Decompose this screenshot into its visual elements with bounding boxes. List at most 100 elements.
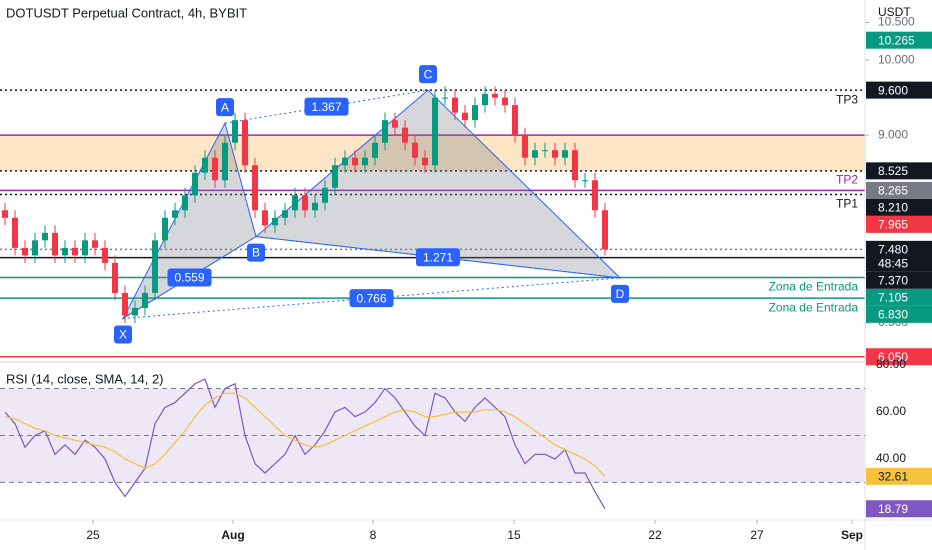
- price-box: [866, 215, 932, 233]
- point-label: C: [424, 67, 433, 81]
- level-label: Zona de Entrada: [769, 300, 859, 314]
- rsi-value-label: 18.79: [878, 502, 908, 516]
- candle-body: [552, 150, 558, 158]
- price-box: [866, 162, 932, 180]
- currency: USDT: [878, 5, 911, 19]
- candle-body: [82, 240, 88, 256]
- rsi-value-box: [866, 467, 932, 485]
- countdown: 48:45: [878, 257, 908, 271]
- point-label: B: [252, 246, 260, 260]
- x-tick-label: 8: [370, 528, 377, 542]
- candle-body: [332, 165, 338, 188]
- rsi-value-label: 32.61: [878, 469, 908, 483]
- ratio-box: [304, 97, 349, 116]
- y-tick-label: 9.000: [878, 127, 908, 141]
- price-box-label: 8.210: [878, 201, 908, 215]
- candle-body: [402, 127, 408, 143]
- y-tick-label: 10.500: [878, 15, 915, 29]
- candle-body: [122, 292, 128, 316]
- candle-body: [572, 150, 578, 181]
- candle-body: [102, 247, 108, 263]
- ratio-label: 0.766: [356, 291, 386, 305]
- candle-body: [562, 150, 568, 158]
- price-box-label: 9.600: [878, 83, 908, 97]
- candle-body: [92, 240, 98, 248]
- x-tick-label: Aug: [221, 528, 244, 542]
- rsi-title: RSI (14, close, SMA, 14, 2): [6, 371, 164, 386]
- ratio-box: [416, 248, 460, 267]
- candle-body: [172, 210, 178, 218]
- price-box: [866, 31, 932, 49]
- candle-body: [272, 217, 278, 226]
- price-box-label: 8.265: [878, 184, 908, 198]
- candle-body: [162, 217, 168, 241]
- point-box: [611, 284, 629, 303]
- ratio-box: [167, 268, 212, 287]
- candle-body: [182, 195, 188, 211]
- candle-body: [52, 232, 58, 256]
- x-tick-label: Sep: [841, 528, 863, 542]
- ratio-box: [349, 289, 394, 308]
- candle-body: [422, 157, 428, 166]
- level-label: TP2: [836, 173, 858, 187]
- rsi-line: [4, 392, 606, 477]
- candle-body: [282, 210, 288, 218]
- candle-body: [192, 172, 198, 196]
- candle-body: [62, 247, 68, 256]
- candle-body: [302, 195, 308, 211]
- candle-body: [242, 120, 248, 166]
- price-box-label: 8.525: [878, 164, 908, 178]
- candle-body: [312, 202, 318, 211]
- ratio-line: [122, 277, 621, 319]
- ratio-label: 0.559: [174, 271, 204, 285]
- price-box-label: 10.265: [878, 33, 915, 47]
- candle-body: [392, 120, 398, 128]
- candle-body: [2, 210, 8, 218]
- candle-body: [522, 135, 528, 158]
- candle-body: [22, 247, 28, 256]
- ratio-label: 1.271: [423, 250, 453, 264]
- x-tick-label: 22: [648, 528, 662, 542]
- candle-body: [462, 112, 468, 121]
- candle-body: [202, 157, 208, 173]
- point-label: X: [119, 328, 127, 342]
- x-tick-label: 15: [507, 528, 521, 542]
- candle-body: [152, 240, 158, 293]
- candle-body: [472, 105, 478, 121]
- rsi-line: [4, 378, 606, 510]
- price-box: [866, 271, 932, 289]
- candle-body: [592, 180, 598, 211]
- rsi-value-box: [866, 500, 932, 518]
- candle-body: [442, 97, 448, 99]
- point-box: [216, 98, 234, 117]
- price-box: [866, 240, 932, 272]
- rsi-tick-label: 40.00: [876, 451, 906, 465]
- price-box: [866, 198, 932, 216]
- candle-body: [222, 142, 228, 181]
- plot-area: TP3 TP2 TP1 Zona de Entrada Zona de Entrada 0…: [0, 65, 865, 358]
- level-label: TP3: [836, 92, 858, 106]
- candle-body: [412, 142, 418, 158]
- candle-body: [582, 180, 588, 182]
- candle-body: [262, 210, 268, 226]
- candle-body: [432, 97, 438, 166]
- price-box: [866, 305, 932, 323]
- ratio-line: [224, 89, 429, 124]
- x-tick-label: 25: [86, 528, 100, 542]
- level-label: Zona de Entrada: [769, 280, 859, 294]
- price-box-label: 7.370: [878, 274, 908, 288]
- price-box-label: 7.965: [878, 218, 908, 232]
- x-tick-label: 27: [750, 528, 764, 542]
- candle-body: [322, 187, 328, 203]
- price-box-label: 6.830: [878, 308, 908, 322]
- price-box-label: 7.105: [878, 291, 908, 305]
- candle-body: [142, 292, 148, 308]
- candle-body: [502, 97, 508, 106]
- candle-body: [542, 150, 548, 152]
- price-box: [866, 81, 932, 99]
- candle-body: [12, 217, 18, 248]
- candle-body: [72, 247, 78, 256]
- candle-body: [492, 93, 498, 98]
- candle-body: [42, 232, 48, 241]
